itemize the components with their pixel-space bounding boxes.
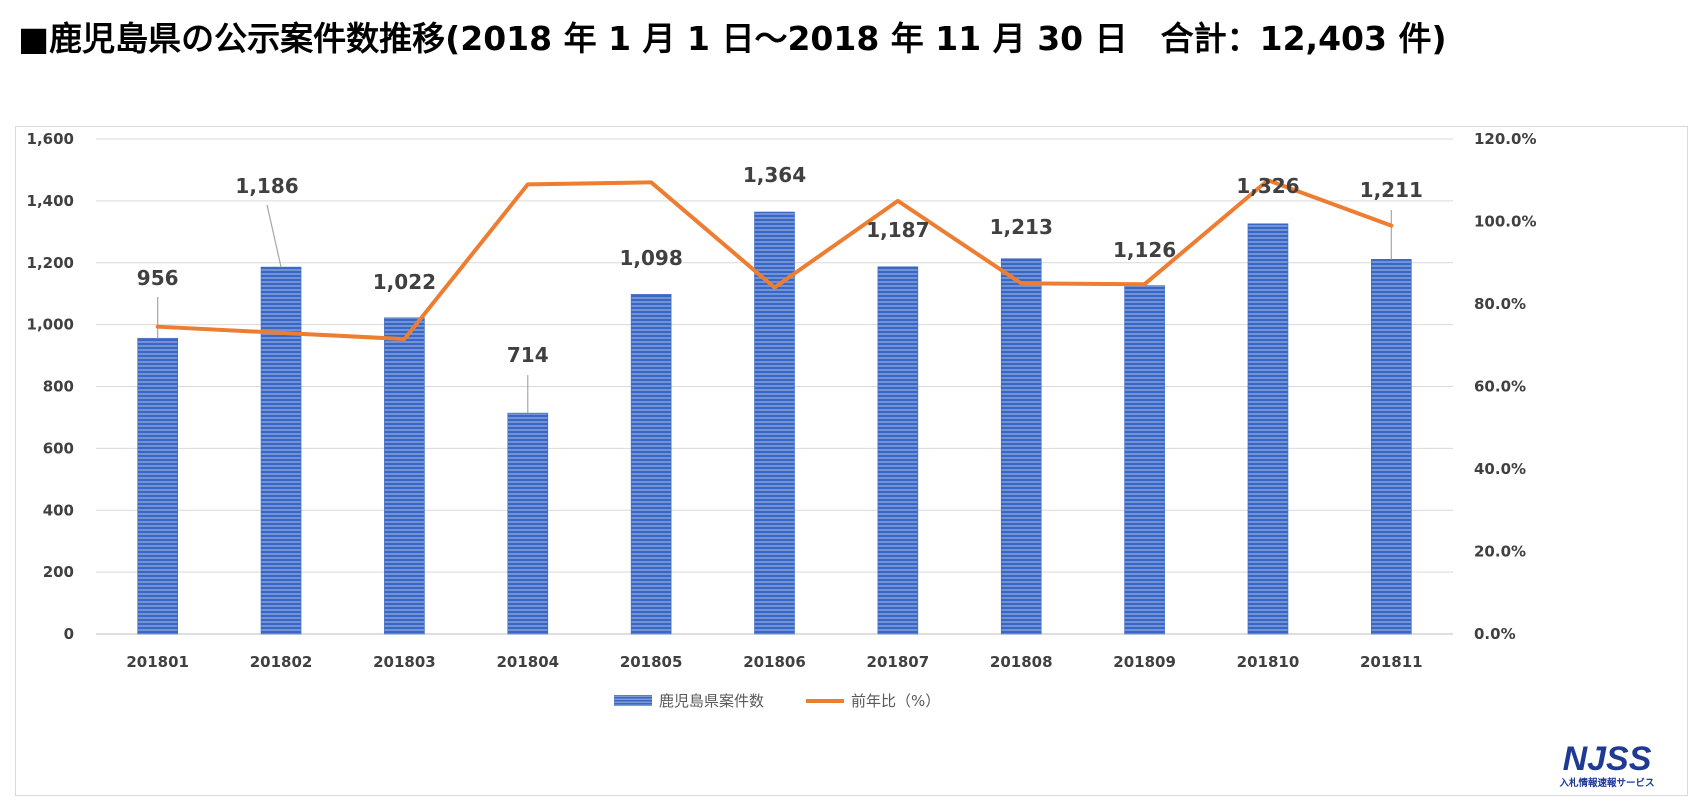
legend-bar-swatch [614,695,652,706]
chart-frame: 956 1,186 1,022 714 1,098 1,364 1,187 1,213 1,12… [15,126,1688,796]
line-point [279,331,283,335]
line-point [402,337,406,341]
y-right-tick-label: 120.0% [1474,130,1536,148]
x-tick-label: 201808 [990,653,1053,671]
x-tick-label: 201804 [496,653,559,671]
y-right-tick-label: 20.0% [1474,543,1526,561]
line-point [1266,178,1270,182]
line-point [156,325,160,329]
y-left-tick-label: 200 [43,563,74,581]
y-right-tick-label: 80.0% [1474,295,1526,313]
bar-data-label: 1,213 [990,215,1053,239]
line-point [773,286,776,289]
bar [754,211,795,635]
line-point [896,199,900,203]
bar [1247,223,1289,635]
axes: 0 200 400 600 800 1,000 1,200 1,400 1,600 0.0% 20.… [27,130,1537,671]
line-point [1389,224,1393,228]
data-labels: 956 1,186 1,022 714 1,098 1,364 1,187 1,213 1,12… [137,163,1423,367]
x-tick-label: 201810 [1237,653,1300,671]
label-leader [266,204,282,268]
page-title: ■鹿児島県の公示案件数推移(2018 年 1 月 1 日〜2018 年 11 月… [18,19,1447,58]
y-right-tick-label: 60.0% [1474,378,1526,396]
x-tick-label: 201802 [250,653,313,671]
y-left-tick-label: 800 [43,378,74,396]
bar-data-label: 1,187 [866,218,929,242]
y-left-tick-label: 600 [43,439,74,457]
bar [384,317,425,635]
bar-data-label: 1,098 [620,246,683,270]
ratio-line [155,178,1394,342]
x-tick-label: 201807 [867,653,930,671]
y-left-tick-label: 1,000 [27,316,74,334]
x-tick-label: 201806 [743,653,806,671]
bar [137,337,178,635]
logo-subtext: 入札情報速報サービス [1558,777,1654,789]
x-tick-label: 201803 [373,653,436,671]
bar-data-label: 1,126 [1113,238,1176,262]
bar-data-label: 1,022 [373,270,436,294]
x-tick-label: 201811 [1360,653,1423,671]
bar-data-label: 956 [137,266,179,290]
legend-bar-label: 鹿児島県案件数 [659,692,764,710]
line-point [526,182,530,186]
bar [507,412,549,635]
bar [1124,285,1165,635]
legend-line-label: 前年比（%） [851,692,940,710]
logo-text: NJSS [1563,740,1652,778]
y-right-tick-label: 40.0% [1474,460,1526,478]
bars [137,211,1412,635]
y-right-tick-label: 100.0% [1474,213,1536,231]
y-right-tick-label: 0.0% [1474,625,1516,643]
y-left-tick-label: 0 [64,625,74,643]
bar [877,266,919,635]
bar-data-label: 714 [507,343,549,367]
bar-data-label: 1,326 [1236,174,1299,198]
x-tick-label: 201805 [620,653,683,671]
legend: 鹿児島県案件数 前年比（%） [614,692,940,710]
y-left-tick-label: 1,400 [27,192,74,210]
bar [630,294,672,635]
combo-chart: 956 1,186 1,022 714 1,098 1,364 1,187 1,213 1,12… [27,130,1537,710]
bar [1371,259,1412,635]
line-point [1143,282,1147,286]
bar [260,266,302,635]
y-left-tick-label: 1,200 [27,254,74,272]
label-leaders [157,204,1392,414]
njss-logo: NJSS 入札情報速報サービス [1558,740,1654,789]
bar [1000,258,1042,635]
y-left-tick-label: 1,600 [27,130,74,148]
line-point [649,180,653,184]
x-tick-label: 201809 [1113,653,1176,671]
x-tick-label: 201801 [126,653,189,671]
bar-data-label: 1,186 [235,174,298,198]
line-point [1019,281,1023,285]
y-left-tick-label: 400 [43,501,74,519]
bar-data-label: 1,211 [1360,178,1423,202]
bar-data-label: 1,364 [743,163,806,187]
